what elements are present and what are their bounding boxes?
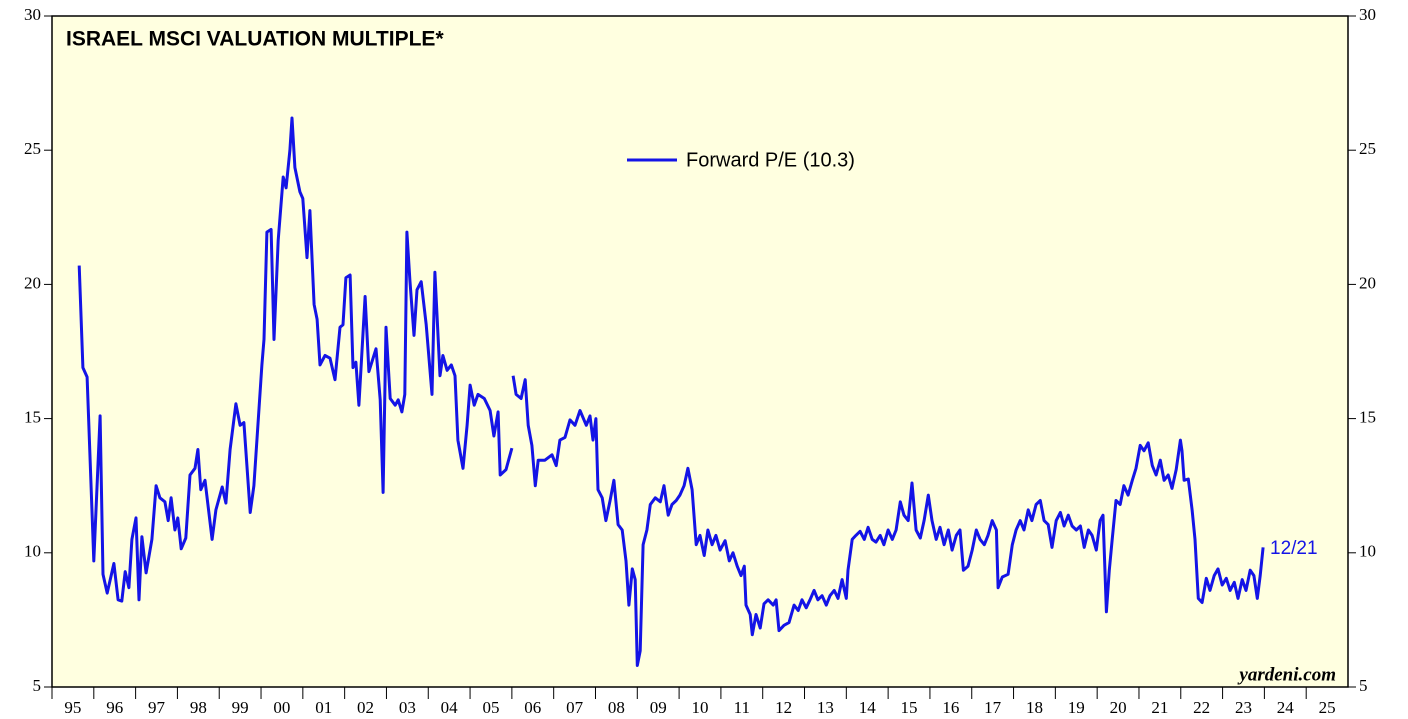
legend-label: Forward P/E (10.3) [686,149,855,171]
chart-title: ISRAEL MSCI VALUATION MULTIPLE* [66,28,444,51]
x-tick-label: 01 [315,698,332,717]
plot-area [51,15,1349,688]
y2-tick-label: 15 [1359,408,1376,427]
x-tick-label: 18 [1026,698,1043,717]
x-tick-label: 12 [775,698,792,717]
x-tick-label: 10 [692,698,709,717]
x-tick-label: 08 [608,698,625,717]
y-tick-label: 5 [33,676,42,695]
x-tick-label: 15 [901,698,918,717]
y2-tick-label: 25 [1359,139,1376,158]
series-line [77,116,514,603]
x-tick-label: 11 [734,698,750,717]
source-label: yardeni.com [1237,664,1336,685]
x-tick-label: 02 [357,698,374,717]
x-tick-label: 00 [273,698,290,717]
y-tick-label: 25 [24,139,41,158]
x-tick-label: 07 [566,698,584,717]
y2-tick-label: 5 [1359,676,1368,695]
y2-tick-label: 30 [1359,5,1376,24]
x-tick-label: 13 [817,698,834,717]
x-tick-label: 16 [942,698,959,717]
x-tick-label: 25 [1319,698,1336,717]
x-tick-label: 04 [441,698,459,717]
x-tick-label: 14 [859,698,877,717]
x-tick-label: 06 [524,698,541,717]
x-tick-label: 22 [1193,698,1210,717]
x-tick-label: 99 [232,698,249,717]
x-tick-label: 20 [1110,698,1127,717]
x-tick-label: 17 [984,698,1002,717]
x-tick-label: 95 [64,698,81,717]
x-tick-label: 03 [399,698,416,717]
x-tick-label: 09 [650,698,667,717]
x-tick-label: 21 [1151,698,1168,717]
y-tick-label: 10 [24,542,41,561]
y2-tick-label: 20 [1359,273,1376,292]
x-tick-label: 24 [1277,698,1295,717]
y-tick-label: 30 [24,5,41,24]
y-tick-label: 15 [24,408,41,427]
end-annotation: 12/21 [1270,538,1318,559]
x-tick-label: 19 [1068,698,1085,717]
y2-tick-label: 10 [1359,542,1376,561]
x-tick-label: 23 [1235,698,1252,717]
x-tick-label: 96 [106,698,123,717]
x-tick-label: 05 [482,698,499,717]
series-line [511,375,1265,667]
y-tick-label: 20 [24,273,41,292]
x-tick-label: 97 [148,698,166,717]
x-tick-label: 98 [190,698,207,717]
